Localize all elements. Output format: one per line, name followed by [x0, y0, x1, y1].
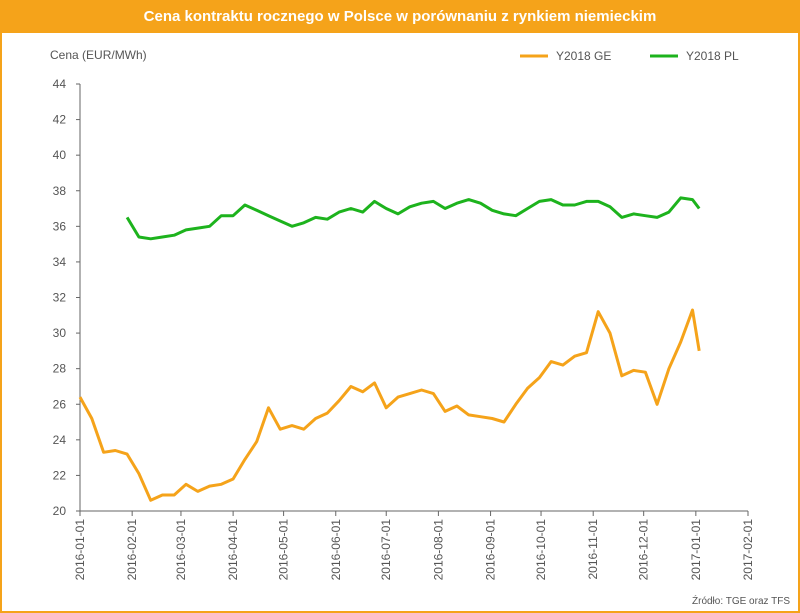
y-tick-label: 38 [53, 184, 67, 198]
y-tick-label: 40 [53, 148, 67, 162]
x-tick-label: 2016-07-01 [379, 519, 393, 581]
y-tick-label: 28 [53, 362, 67, 376]
x-tick-label: 2016-04-01 [226, 519, 240, 581]
series-line [125, 196, 701, 241]
y-tick-label: 22 [53, 468, 67, 482]
y-tick-label: 30 [53, 326, 67, 340]
x-tick-label: 2016-05-01 [277, 519, 291, 581]
y-tick-label: 44 [53, 77, 67, 91]
x-tick-label: 2017-02-01 [741, 519, 755, 581]
x-tick-label: 2016-02-01 [125, 519, 139, 581]
x-tick-label: 2016-11-01 [586, 519, 600, 580]
y-axis-label: Cena (EUR/MWh) [50, 48, 147, 62]
y-tick-label: 34 [53, 255, 67, 269]
x-tick-label: 2016-03-01 [174, 519, 188, 581]
chart-title: Cena kontraktu rocznego w Polsce w porów… [144, 8, 657, 25]
legend-label: Y2018 GE [556, 49, 611, 63]
header-bar [0, 0, 800, 33]
source-note: Źródło: TGE oraz TFS [692, 594, 790, 607]
x-tick-label: 2016-09-01 [484, 519, 498, 581]
x-tick-label: 2016-01-01 [73, 519, 87, 581]
y-tick-label: 36 [53, 219, 67, 233]
x-tick-label: 2016-08-01 [431, 519, 445, 581]
y-tick-label: 24 [53, 433, 67, 447]
y-tick-label: 32 [53, 291, 67, 305]
legend-label: Y2018 PL [686, 49, 739, 63]
y-tick-label: 20 [53, 504, 67, 518]
x-tick-label: 2017-01-01 [689, 519, 703, 581]
x-tick-label: 2016-10-01 [534, 519, 548, 581]
series-line [78, 308, 701, 502]
y-tick-label: 42 [53, 113, 67, 127]
x-tick-label: 2016-06-01 [329, 519, 343, 581]
x-tick-label: 2016-12-01 [637, 519, 651, 581]
y-tick-label: 26 [53, 397, 67, 411]
